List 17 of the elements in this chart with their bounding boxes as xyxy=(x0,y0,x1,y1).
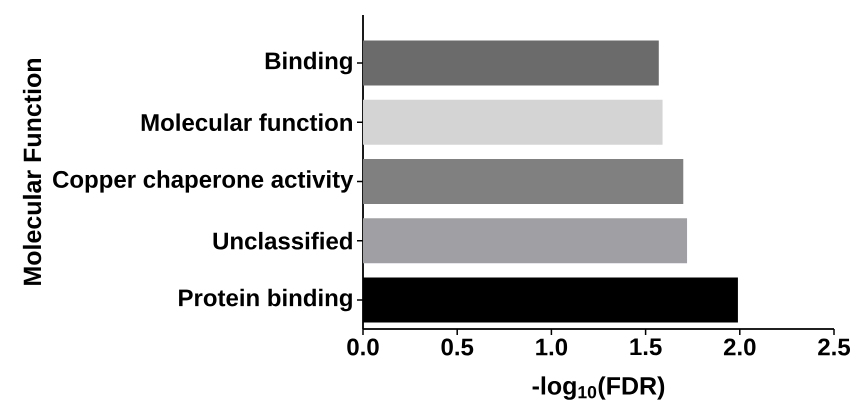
x-tick-label: 2.0 xyxy=(724,338,756,356)
bar xyxy=(363,100,663,145)
y-tick-label: Protein binding xyxy=(179,288,352,312)
x-tick-label: 2.5 xyxy=(818,338,850,356)
bar xyxy=(363,218,688,264)
y-axis-title: Molecular Function xyxy=(22,58,42,285)
y-tick-label: Molecular function xyxy=(142,113,352,132)
y-tick-label: Binding xyxy=(266,52,352,74)
x-tick-label: 0.5 xyxy=(441,338,474,356)
bar xyxy=(363,158,684,204)
x-tick-label: 0.0 xyxy=(347,338,379,356)
x-tick-label: 1.0 xyxy=(536,338,568,356)
y-tick-label: Copper chaperone activity xyxy=(53,170,354,193)
bar xyxy=(363,40,659,86)
x-axis-title: -log$_{10}$(FDR) xyxy=(532,376,664,400)
x-tick-label: 1.5 xyxy=(630,338,662,356)
y-tick-label: Unclassified xyxy=(214,232,352,250)
